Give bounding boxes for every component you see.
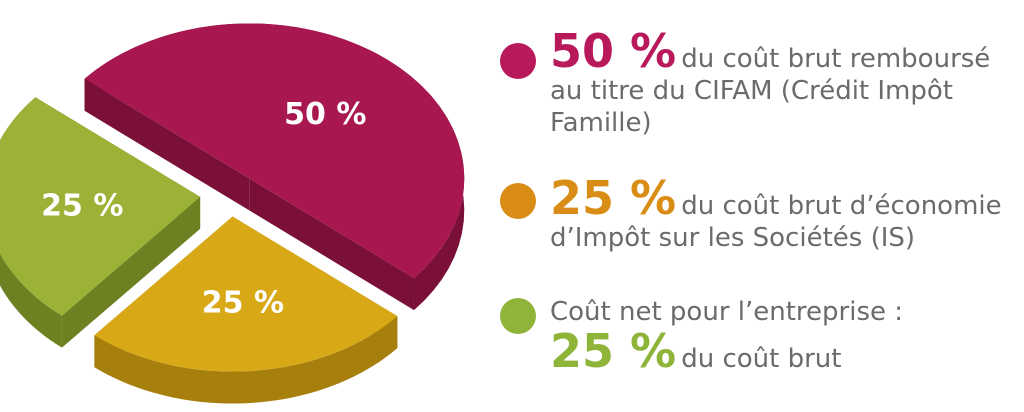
slice-net-label: 25 % [41,188,123,223]
slice-net [0,97,201,316]
legend-text-net-line1: du coût brut [681,344,842,374]
slice-cifam-wall-end [249,178,414,311]
legend-text-cifam-line3: Famille) [550,108,652,138]
slice-net-side [0,97,62,348]
slice-cifam-label: 50 % [284,97,366,132]
slice-is-label: 25 % [202,285,284,320]
legend-percent-net: 25 % [550,324,677,378]
slice-is [94,216,398,372]
pie-chart: 50 % 25 % 25 % [0,23,465,404]
legend-percent-cifam: 50 % [550,24,677,78]
green-dot-icon [500,298,536,334]
legend-percent-is: 25 % [550,171,677,225]
legend-text-is-line1: du coût brut d’économie [681,191,1002,221]
legend-text-cifam-line2: au titre du CIFAM (Crédit Impôt [550,76,953,106]
slice-cifam [84,23,465,279]
magenta-dot-icon [500,43,536,79]
slice-is-side [94,316,398,404]
slice-net-wall [61,196,201,348]
orange-dot-icon [500,183,536,219]
legend-text-is-line2: d’Impôt sur les Sociétés (IS) [550,223,916,253]
legend-text-cifam-line1: du coût brut remboursé [681,44,991,74]
legend-text-net-prefix: Coût net pour l’entreprise : [550,297,904,327]
slice-cifam-side [84,23,465,311]
slice-cifam-wall [84,78,250,211]
